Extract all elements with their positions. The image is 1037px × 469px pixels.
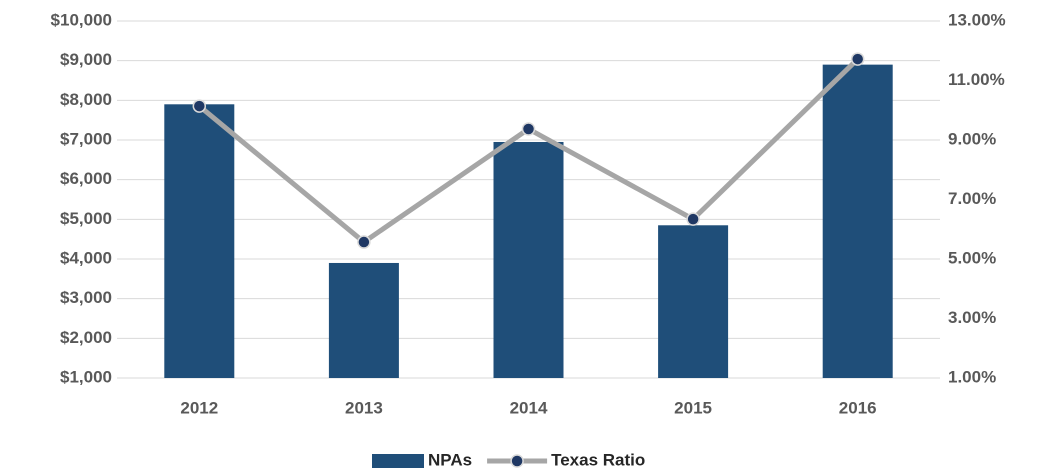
y2-tick-label: 1.00% [948,367,996,386]
y2-tick-label: 3.00% [948,308,996,327]
bar [822,64,893,378]
y-tick-label: $9,000 [60,50,112,69]
y-tick-label: $10,000 [51,10,112,29]
y2-tick-label: 11.00% [948,70,1005,89]
y-tick-label: $7,000 [60,129,112,148]
line-marker [686,212,700,226]
legend-marker [510,454,524,468]
line-marker [192,99,207,113]
legend-swatch [372,454,424,468]
line-marker [357,235,371,249]
legend-label: Texas Ratio [551,450,645,469]
y-tick-label: $4,000 [60,248,112,267]
bar [164,104,235,379]
x-tick-label: 2015 [674,398,712,417]
y-tick-label: $2,000 [60,328,112,347]
x-tick-label: 2016 [839,398,877,417]
y-tick-label: $6,000 [60,169,112,188]
bar [493,141,564,378]
x-tick-label: 2012 [180,398,218,417]
line-marker [850,52,865,66]
y-tick-label: $8,000 [60,90,112,109]
x-tick-label: 2013 [345,398,383,417]
y2-tick-label: 13.00% [948,10,1006,29]
bar [328,262,399,378]
y2-tick-label: 5.00% [948,248,996,267]
y2-tick-label: 7.00% [948,189,996,208]
line-marker [521,122,536,136]
bar [658,225,729,378]
x-tick-label: 2014 [510,398,548,417]
y-tick-label: $5,000 [60,209,112,228]
y2-tick-label: 9.00% [948,129,996,148]
y-tick-label: $3,000 [60,288,112,307]
y-tick-label: $1,000 [60,367,112,386]
legend-label: NPAs [428,450,472,469]
